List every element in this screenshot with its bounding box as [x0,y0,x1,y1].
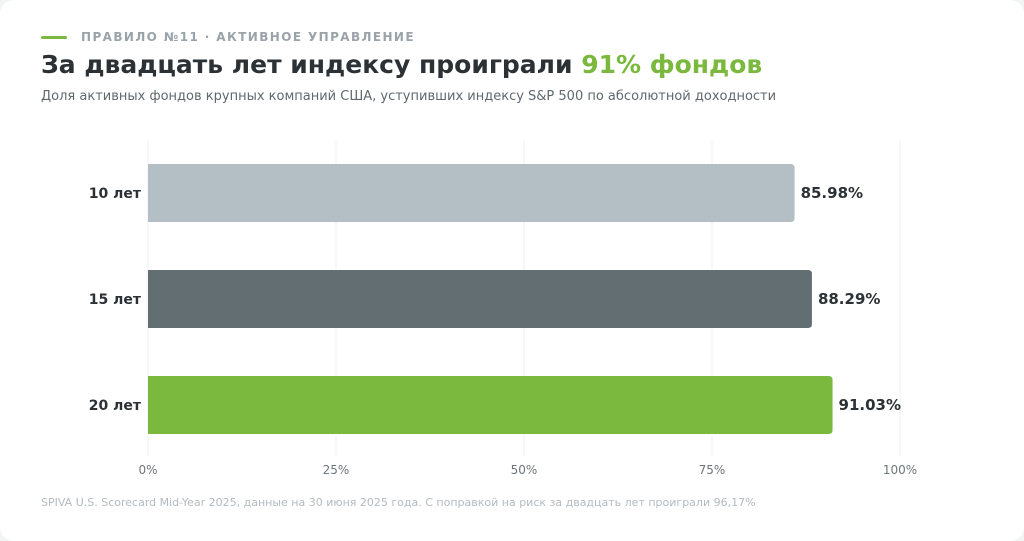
eyebrow-accent-line [41,35,67,39]
category-label: 10 лет [89,186,142,202]
value-label: 85.98% [801,184,863,202]
chart-title-accent: 91% фондов [581,50,763,79]
chart-footnote: SPIVA U.S. Scorecard Mid-Year 2025, данн… [41,496,756,509]
chart-subtitle: Доля активных фондов крупных компаний СШ… [41,89,777,104]
x-tick-label: 75% [699,463,726,477]
eyebrow: ПРАВИЛО №11 · АКТИВНОЕ УПРАВЛЕНИЕ [41,29,415,45]
category-label: 15 лет [89,292,142,308]
chart-labels: 10 лет 85.98% 15 лет 88.29% 20 лет 91.03% [89,184,901,414]
chart-title: За двадцать лет индексу проиграли 91% фо… [41,48,762,82]
chart-bars [148,164,833,434]
x-tick-label: 100% [883,463,917,477]
eyebrow-text: ПРАВИЛО №11 · АКТИВНОЕ УПРАВЛЕНИЕ [81,30,415,44]
value-label: 88.29% [818,290,880,308]
x-tick-label: 0% [138,463,157,477]
bar [148,270,812,328]
x-tick-label: 50% [511,463,538,477]
chart-title-main: За двадцать лет индексу проиграли [41,50,582,79]
bar [148,376,833,434]
category-label: 20 лет [89,398,142,414]
value-label: 91.03% [839,396,901,414]
chart-ticks: 0% 25% 50% 75% 100% [138,463,917,477]
bar [148,164,795,222]
x-tick-label: 25% [323,463,350,477]
